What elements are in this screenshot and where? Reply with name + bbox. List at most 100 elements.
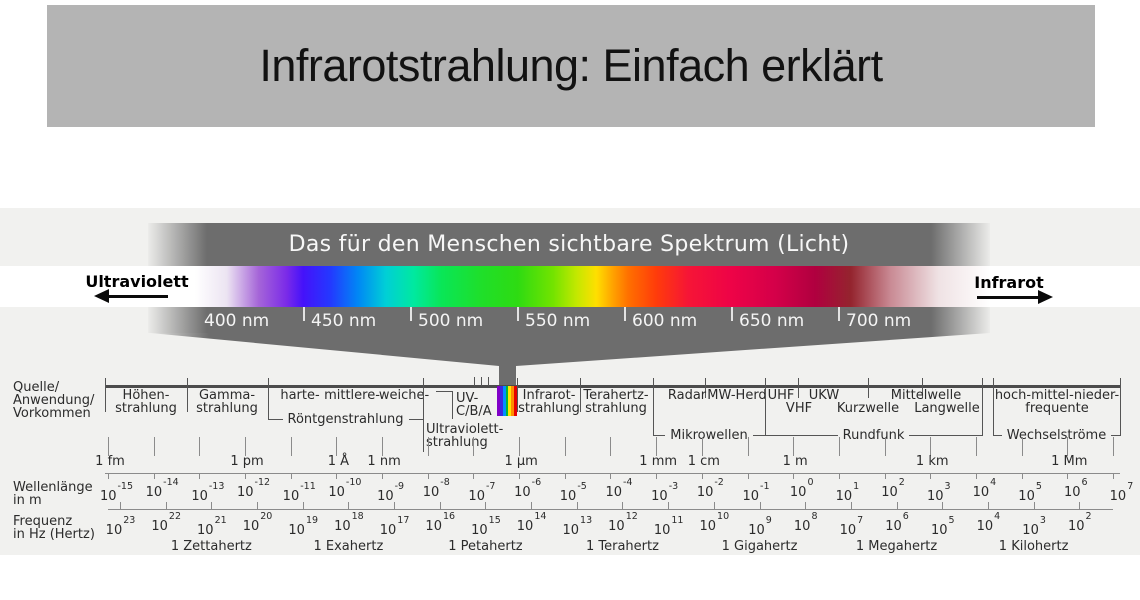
block-boundary-line — [993, 378, 994, 412]
power-exponent: -4 — [623, 476, 633, 488]
wavelength-ruler-tick — [930, 473, 932, 479]
wavelength-decade-tick — [108, 437, 109, 456]
em-spectrum-diagram: Das für den Menschen sichtbare Spektrum … — [0, 208, 1140, 555]
power-exponent: 17 — [397, 514, 410, 526]
wavelength-ruler-tick — [427, 473, 429, 479]
uv-short-label-line2: C/B/A — [456, 404, 492, 419]
power-exponent: 2 — [898, 476, 905, 488]
power-base: 10 — [242, 519, 260, 534]
bracket-dash — [408, 419, 423, 420]
wavelength-exponent-label: 10-12 — [237, 477, 270, 500]
frequency-side-label-line2: in Hz (Hertz) — [13, 527, 95, 542]
named-wavelength-label: 1 mm — [639, 454, 678, 469]
power-base: 10 — [1067, 519, 1085, 534]
power-exponent: 23 — [123, 514, 136, 526]
wavelength-ruler-tick — [610, 473, 612, 479]
bracket: Rundfunk — [765, 429, 983, 442]
block-boundary-line — [187, 378, 188, 412]
spectrum-stripe — [499, 386, 503, 416]
power-base: 10 — [151, 519, 168, 534]
power-base: 10 — [699, 519, 717, 534]
power-base: 10 — [839, 523, 857, 538]
spectrum-stripe — [508, 386, 512, 416]
wavelength-exponent-label: 10-7 — [468, 481, 495, 504]
frequency-ruler-tick — [987, 502, 989, 509]
power-exponent: 18 — [351, 510, 364, 522]
wavelength-exponent-label: 10-5 — [560, 481, 587, 504]
uv-subdivision-tick — [488, 377, 489, 386]
category-label: Mittelwelle — [890, 388, 962, 403]
nm-tick — [731, 307, 733, 321]
frequency-exponent-label: 109 — [748, 515, 772, 538]
power-base: 10 — [885, 519, 902, 534]
frequency-ruler-tick — [531, 502, 533, 509]
wavelength-ruler-tick — [519, 473, 521, 479]
frequency-exponent-label: 1011 — [653, 515, 684, 538]
named-wavelength-label: 1 m — [782, 454, 808, 469]
wavelength-exponent-label: 10-10 — [328, 477, 361, 500]
wavelength-decade-tick — [793, 437, 795, 456]
power-exponent: 22 — [168, 510, 181, 522]
bracket: Wechselströme — [993, 429, 1120, 442]
wavelength-decade-tick — [519, 437, 521, 456]
power-exponent: 5 — [1035, 480, 1042, 492]
named-wavelength-label: 1 µm — [504, 454, 538, 469]
wavelength-exponent-label: 103 — [927, 481, 951, 504]
wavelength-decade-tick — [975, 437, 977, 456]
frequency-ruler-tick — [1033, 502, 1035, 509]
wavelength-exponent-label: 106 — [1063, 477, 1088, 500]
wavelength-exponent-label: 100 — [790, 477, 814, 500]
frequency-ruler-tick — [622, 502, 624, 509]
power-base: 10 — [651, 489, 668, 504]
wavelength-decade-tick — [427, 437, 429, 456]
power-base: 10 — [748, 523, 765, 538]
power-base: 10 — [562, 523, 580, 538]
wavelength-exponent-label: 10-6 — [514, 477, 541, 500]
category-label: mittlere- — [324, 388, 380, 403]
uv-bracket-line — [452, 391, 453, 419]
bracket-label: Mikrowellen — [670, 428, 748, 443]
power-base: 10 — [516, 519, 534, 534]
power-base: 10 — [1018, 489, 1035, 504]
wavelength-ruler-line — [105, 473, 1120, 474]
power-base: 10 — [653, 523, 671, 538]
frequency-ruler-tick — [896, 502, 898, 509]
wavelength-exponent-label: 10-13 — [191, 481, 224, 504]
page-title: Infrarotstrahlung: Einfach erklärt — [259, 40, 883, 91]
wavelength-decade-tick — [884, 437, 886, 456]
named-wavelength-label: 1 nm — [367, 454, 401, 469]
frequency-ruler-tick — [1079, 502, 1081, 509]
power-exponent: -13 — [208, 480, 225, 492]
category-label: frequente — [1025, 401, 1089, 416]
category-label: Höhen- — [122, 388, 170, 403]
bracket-label: Röntgenstrahlung — [287, 412, 404, 427]
power-base: 10 — [422, 485, 440, 500]
wavelength-exponent-label: 10-15 — [99, 481, 133, 504]
title-banner: Infrarotstrahlung: Einfach erklärt — [47, 5, 1095, 127]
bracket-dash — [653, 435, 666, 436]
power-base: 10 — [288, 523, 305, 538]
bracket-end-line — [993, 412, 994, 436]
block-divider-tick — [868, 378, 869, 398]
bracket-end-line — [268, 412, 269, 420]
named-frequency-label: 1 Petahertz — [448, 539, 523, 554]
nm-label: 550 nm — [525, 311, 591, 331]
frequency-exponent-label: 1013 — [562, 515, 592, 538]
power-base: 10 — [99, 489, 117, 504]
wavelength-exponent-label: 10-11 — [282, 481, 316, 504]
power-base: 10 — [1063, 485, 1081, 500]
power-exponent: -6 — [531, 476, 542, 488]
frequency-exponent-label: 1018 — [334, 511, 364, 534]
bracket: Röntgenstrahlung — [268, 413, 423, 426]
category-label: strahlung — [115, 401, 177, 416]
category-label: Langwelle — [914, 401, 980, 416]
wavelength-ruler-tick — [199, 473, 201, 479]
frequency-ruler-tick — [759, 502, 761, 509]
wavelength-decade-tick — [1021, 437, 1023, 456]
block-boundary-line — [105, 378, 106, 412]
category-label: harte- — [280, 388, 320, 403]
power-base: 10 — [105, 523, 123, 538]
power-exponent: 7 — [1127, 480, 1134, 492]
visible-spectrum-banner: Das für den Menschen sichtbare Spektrum … — [148, 223, 990, 266]
power-base: 10 — [282, 489, 300, 504]
